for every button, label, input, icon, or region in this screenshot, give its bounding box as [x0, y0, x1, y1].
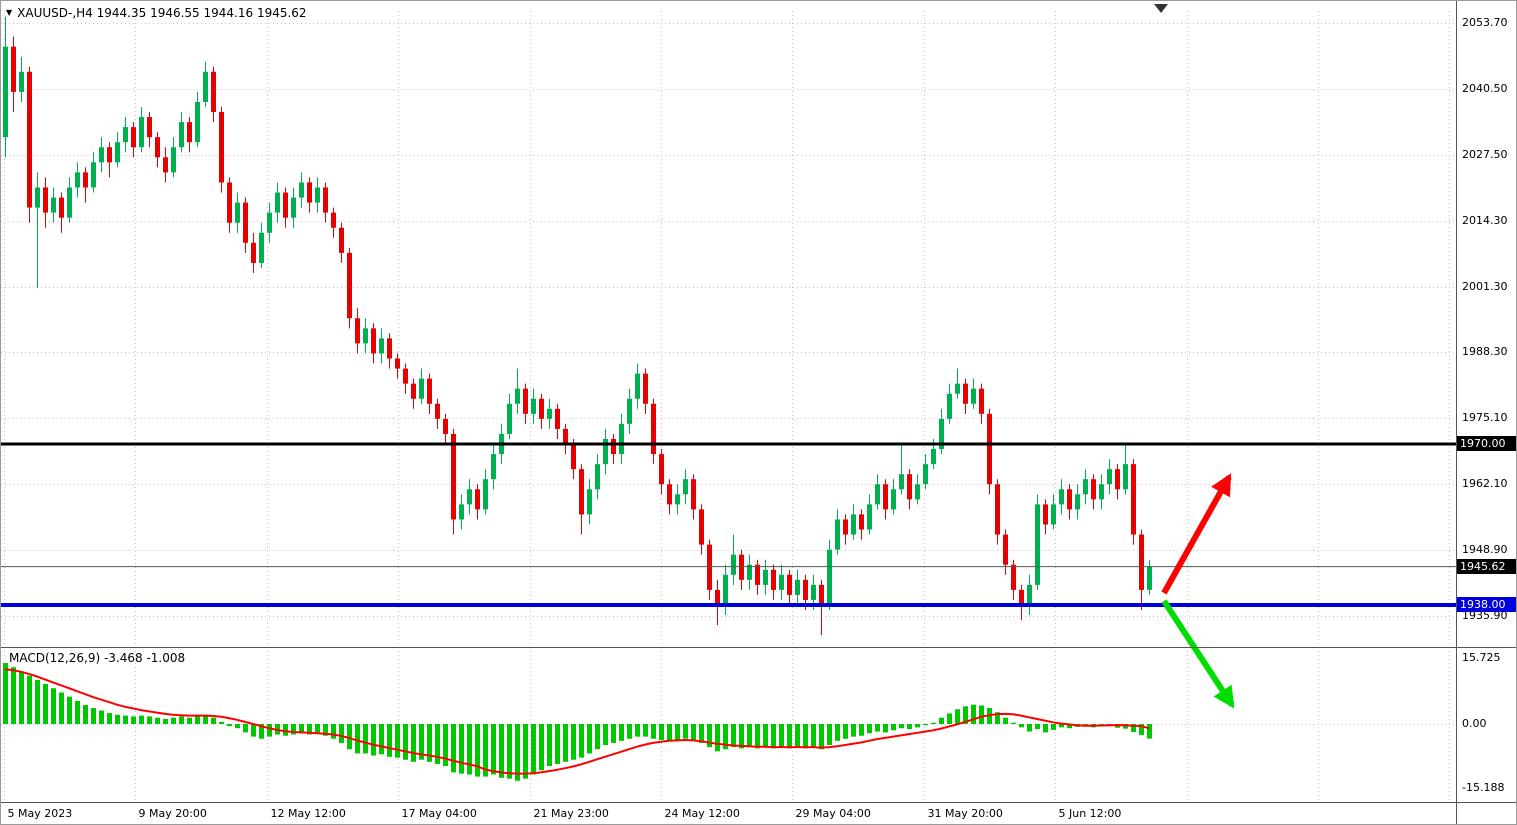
macd-signal-line [4, 668, 1150, 775]
collapse-triangle-icon[interactable]: ▼ [6, 8, 13, 17]
candlestick-series [3, 16, 1152, 636]
macd-indicator-label: MACD(12,26,9) -3.468 -1.008 [9, 651, 186, 665]
trend-arrow-down[interactable] [1161, 599, 1235, 709]
macd-histogram [3, 663, 1152, 781]
symbol-ohlc-text: XAUUSD-,H4 1944.35 1946.55 1944.16 1945.… [17, 6, 307, 20]
level-lines-layer[interactable] [1, 442, 1456, 607]
support-price-badge: 1938.00 [1457, 597, 1516, 612]
resistance-price-badge: 1970.00 [1457, 436, 1516, 451]
trend-arrow-up[interactable] [1161, 473, 1232, 595]
chart-shift-marker-icon[interactable] [1154, 4, 1168, 13]
symbol-title-bar: ▼ XAUUSD-,H4 1944.35 1946.55 1944.16 194… [6, 6, 307, 20]
current-price-badge: 1945.62 [1457, 559, 1516, 574]
